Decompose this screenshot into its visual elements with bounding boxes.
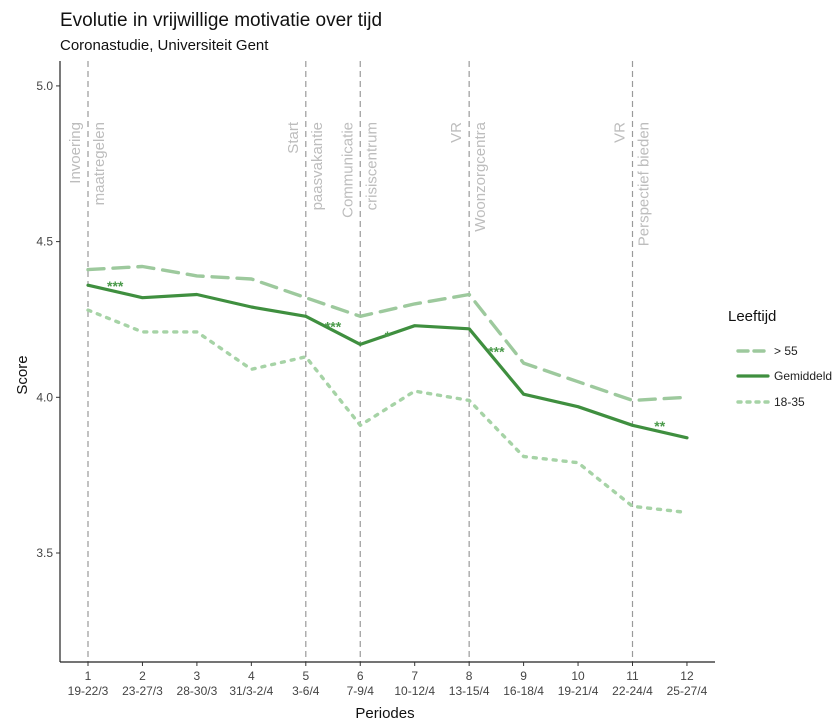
x-tick-date: 16-18/4 <box>503 684 544 698</box>
x-tick-date: 28-30/3 <box>177 684 218 698</box>
x-tick-number: 9 <box>520 669 527 683</box>
x-tick-number: 4 <box>248 669 255 683</box>
legend-label: Gemiddeld <box>774 369 832 383</box>
event-label: Woonzorgcentra <box>472 121 489 231</box>
event-label: Invoering <box>67 122 84 184</box>
x-tick-number: 10 <box>571 669 585 683</box>
event-label: VR <box>612 122 629 143</box>
legend-title: Leeftijd <box>728 308 776 325</box>
y-tick-label: 5.0 <box>36 79 53 93</box>
y-tick-label: 4.0 <box>36 390 53 404</box>
y-axis-ticks: 3.5 4.0 4.5 5.0 <box>36 79 60 560</box>
event-label: Perspectief bieden <box>636 122 653 246</box>
event-label: Start <box>285 121 302 154</box>
significance-marker: * <box>385 328 391 344</box>
chart-subtitle: Coronastudie, Universiteit Gent <box>60 37 269 54</box>
significance-marker: *** <box>488 343 505 359</box>
x-tick-number: 2 <box>139 669 146 683</box>
x-axis-ticks: 119-22/3 223-27/3 328-30/3 431/3-2/4 53-6/4 6… <box>68 662 708 698</box>
event-label: paasvakantie <box>309 122 326 210</box>
y-axis-title: Score <box>14 355 31 394</box>
x-tick-number: 8 <box>466 669 473 683</box>
x-tick-date: 22-24/4 <box>612 684 653 698</box>
event-markers: Invoering maatregelen Start paasvakantie Com… <box>67 61 653 662</box>
event-label: VR <box>448 122 465 143</box>
x-tick-date: 7-9/4 <box>347 684 375 698</box>
significance-marker: *** <box>325 319 342 335</box>
event-label: crisiscentrum <box>363 122 380 210</box>
x-tick-date: 23-27/3 <box>122 684 163 698</box>
legend: Leeftijd > 55 Gemiddeld 18-35 <box>728 308 832 409</box>
x-tick-date: 19-22/3 <box>68 684 109 698</box>
x-tick-date: 3-6/4 <box>292 684 320 698</box>
x-tick-number: 6 <box>357 669 364 683</box>
x-tick-number: 5 <box>302 669 309 683</box>
x-tick-date: 25-27/4 <box>667 684 708 698</box>
legend-label: 18-35 <box>774 395 805 409</box>
significance-marker: ** <box>654 418 665 434</box>
x-tick-date: 10-12/4 <box>394 684 435 698</box>
x-tick-date: 31/3-2/4 <box>229 684 273 698</box>
series-line <box>86 264 689 403</box>
series-line <box>86 308 689 515</box>
x-tick-number: 1 <box>85 669 92 683</box>
x-tick-date: 13-15/4 <box>449 684 490 698</box>
significance-markers: ************ <box>107 278 666 434</box>
x-tick-number: 3 <box>194 669 201 683</box>
series-line <box>86 283 689 440</box>
y-tick-label: 4.5 <box>36 235 53 249</box>
x-tick-date: 19-21/4 <box>558 684 599 698</box>
event-label: maatregelen <box>91 122 108 205</box>
significance-marker: *** <box>107 278 124 294</box>
y-tick-label: 3.5 <box>36 546 53 560</box>
legend-label: > 55 <box>774 344 798 358</box>
chart-title: Evolutie in vrijwillige motivatie over t… <box>60 10 382 31</box>
x-tick-number: 11 <box>626 669 639 683</box>
x-tick-number: 7 <box>411 669 418 683</box>
event-label: Communicatie <box>339 122 356 218</box>
x-axis-title: Periodes <box>355 705 414 722</box>
x-tick-number: 12 <box>680 669 694 683</box>
series-lines <box>86 264 689 515</box>
